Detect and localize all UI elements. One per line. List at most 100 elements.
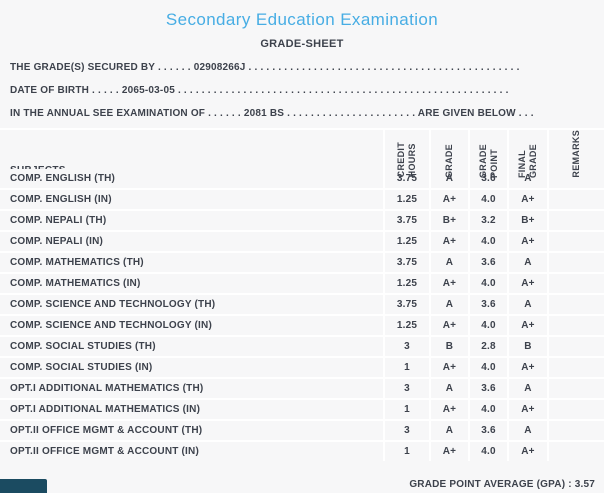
cell-grade: B+ (431, 211, 468, 230)
cell-credit-hours: 1.25 (385, 232, 429, 251)
cell-subject: OPT.I ADDITIONAL MATHEMATICS (IN) (0, 400, 383, 419)
cell-final-grade: A+ (509, 400, 547, 419)
table-row: COMP. NEPALI (IN) 1.25 A+ 4.0 A+ (0, 232, 604, 251)
cell-grade-point: 4.0 (470, 232, 507, 251)
table-row: OPT.I ADDITIONAL MATHEMATICS (IN) 1 A+ 4.0 A… (0, 400, 604, 419)
cell-final-grade: A (509, 169, 547, 188)
cell-credit-hours: 1.25 (385, 316, 429, 335)
cell-remarks (549, 295, 604, 314)
cell-grade-point: 4.0 (470, 358, 507, 377)
cell-grade: B (431, 337, 468, 356)
table-body: COMP. ENGLISH (TH) 3.75 A 3.6 A COMP. ENGLISH… (0, 169, 604, 461)
cell-final-grade: A (509, 295, 547, 314)
cell-credit-hours: 1.25 (385, 274, 429, 293)
cell-subject: COMP. NEPALI (IN) (0, 232, 383, 251)
info-line-examination-year: IN THE ANNUAL SEE EXAMINATION OF . . . .… (10, 108, 534, 119)
cell-final-grade: A+ (509, 232, 547, 251)
cell-credit-hours: 1 (385, 400, 429, 419)
cell-final-grade: B (509, 337, 547, 356)
cell-subject: OPT.I ADDITIONAL MATHEMATICS (TH) (0, 379, 383, 398)
cell-grade-point: 3.6 (470, 379, 507, 398)
cell-remarks (549, 211, 604, 230)
cell-subject: COMP. MATHEMATICS (IN) (0, 274, 383, 293)
cell-grade-point: 4.0 (470, 274, 507, 293)
table-row: COMP. NEPALI (TH) 3.75 B+ 3.2 B+ (0, 211, 604, 230)
page-title: Secondary Education Examination (165, 10, 439, 29)
cell-grade: A+ (431, 274, 468, 293)
cell-remarks (549, 169, 604, 188)
table-row: COMP. MATHEMATICS (TH) 3.75 A 3.6 A (0, 253, 604, 272)
cell-credit-hours: 3 (385, 379, 429, 398)
cell-grade-point: 3.6 (470, 421, 507, 440)
cell-credit-hours: 3.75 (385, 253, 429, 272)
cell-grade: A (431, 253, 468, 272)
cell-remarks (549, 379, 604, 398)
cell-grade: A (431, 379, 468, 398)
cell-final-grade: A+ (509, 316, 547, 335)
cell-grade-point: 4.0 (470, 190, 507, 209)
cell-subject: COMP. ENGLISH (TH) (0, 169, 383, 188)
table-row: OPT.II OFFICE MGMT & ACCOUNT (TH) 3 A 3.6 A (0, 421, 604, 440)
cell-final-grade: A+ (509, 274, 547, 293)
table-row: COMP. SOCIAL STUDIES (TH) 3 B 2.8 B (0, 337, 604, 356)
cell-grade-point: 3.6 (470, 253, 507, 272)
table-row: COMP. ENGLISH (TH) 3.75 A 3.6 A (0, 169, 604, 188)
cell-remarks (549, 190, 604, 209)
grades-table: SUBJECTS CREDIT HOURS GRADE GRADE POINT … (0, 128, 604, 461)
cell-subject: COMP. SOCIAL STUDIES (IN) (0, 358, 383, 377)
grade-sheet-subtitle: GRADE-SHEET (260, 38, 344, 50)
cell-credit-hours: 1.25 (385, 190, 429, 209)
cell-remarks (549, 400, 604, 419)
cell-credit-hours: 3.75 (385, 211, 429, 230)
candidate-info-section: THE GRADE(S) SECURED BY . . . . . . 0290… (0, 56, 604, 125)
cell-subject: OPT.II OFFICE MGMT & ACCOUNT (IN) (0, 442, 383, 461)
info-line-date-of-birth: DATE OF BIRTH . . . . . 2065-03-05 . . .… (10, 85, 509, 96)
cell-remarks (549, 316, 604, 335)
cell-grade-point: 4.0 (470, 400, 507, 419)
cell-subject: COMP. SCIENCE AND TECHNOLOGY (TH) (0, 295, 383, 314)
cell-remarks (549, 358, 604, 377)
cell-final-grade: A (509, 253, 547, 272)
cell-final-grade: A (509, 379, 547, 398)
info-line-secured-by: THE GRADE(S) SECURED BY . . . . . . 0290… (10, 62, 520, 73)
table-row: COMP. ENGLISH (IN) 1.25 A+ 4.0 A+ (0, 190, 604, 209)
cell-grade: A+ (431, 190, 468, 209)
cell-remarks (549, 253, 604, 272)
cell-grade-point: 4.0 (470, 316, 507, 335)
table-row: COMP. SCIENCE AND TECHNOLOGY (IN) 1.25 A+ 4… (0, 316, 604, 335)
browser-status-tooltip (0, 479, 47, 493)
cell-remarks (549, 421, 604, 440)
cell-credit-hours: 1 (385, 442, 429, 461)
cell-grade: A (431, 169, 468, 188)
cell-grade-point: 2.8 (470, 337, 507, 356)
table-row: COMP. SCIENCE AND TECHNOLOGY (TH) 3.75 A 3.… (0, 295, 604, 314)
cell-grade: A+ (431, 400, 468, 419)
cell-remarks (549, 232, 604, 251)
gpa-summary: GRADE POINT AVERAGE (GPA) : 3.57 (409, 479, 595, 490)
cell-remarks (549, 442, 604, 461)
cell-subject: COMP. SOCIAL STUDIES (TH) (0, 337, 383, 356)
cell-final-grade: A+ (509, 358, 547, 377)
table-row: COMP. MATHEMATICS (IN) 1.25 A+ 4.0 A+ (0, 274, 604, 293)
cell-grade: A+ (431, 316, 468, 335)
cell-grade: A+ (431, 442, 468, 461)
cell-grade-point: 3.2 (470, 211, 507, 230)
table-header-row: SUBJECTS CREDIT HOURS GRADE GRADE POINT … (0, 130, 604, 181)
cell-remarks (549, 274, 604, 293)
cell-subject: COMP. NEPALI (TH) (0, 211, 383, 230)
cell-remarks (549, 337, 604, 356)
cell-grade-point: 4.0 (470, 442, 507, 461)
cell-final-grade: A (509, 421, 547, 440)
cell-grade: A+ (431, 358, 468, 377)
cell-credit-hours: 3.75 (385, 169, 429, 188)
cell-grade-point: 3.6 (470, 169, 507, 188)
cell-grade-point: 3.6 (470, 295, 507, 314)
table-row: OPT.I ADDITIONAL MATHEMATICS (TH) 3 A 3.6 A (0, 379, 604, 398)
cell-grade: A (431, 421, 468, 440)
cell-subject: COMP. ENGLISH (IN) (0, 190, 383, 209)
cell-subject: COMP. MATHEMATICS (TH) (0, 253, 383, 272)
table-row: COMP. SOCIAL STUDIES (IN) 1 A+ 4.0 A+ (0, 358, 604, 377)
cell-subject: COMP. SCIENCE AND TECHNOLOGY (IN) (0, 316, 383, 335)
cell-credit-hours: 3.75 (385, 295, 429, 314)
cell-final-grade: A+ (509, 190, 547, 209)
